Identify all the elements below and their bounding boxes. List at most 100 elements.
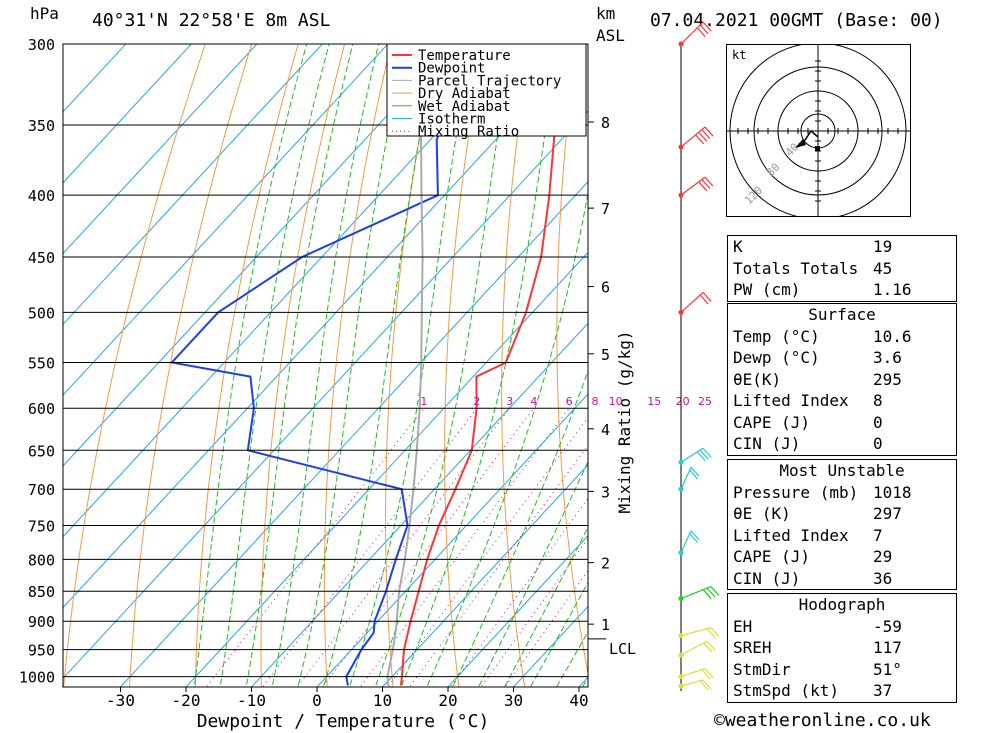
wind-barb <box>678 679 712 691</box>
mixing-ratio-label: 15 <box>647 395 661 408</box>
dry-adiabat-line <box>128 44 253 687</box>
isotherm-line <box>63 44 389 396</box>
temperature-tick-label: -30 <box>106 691 135 710</box>
index-value: 1.16 <box>873 280 912 299</box>
dry-adiabat-line <box>556 44 588 677</box>
mixing-ratio-label: 10 <box>609 395 623 408</box>
isotherm-line <box>63 44 324 326</box>
surface-label: CAPE (J) <box>733 412 811 432</box>
index-value: 19 <box>873 237 893 256</box>
km-tick-label: 2 <box>601 555 610 573</box>
wind-barb <box>678 291 712 315</box>
surface-value: 295 <box>873 369 902 389</box>
surface-table: Surface Temp (°C) 10.6 Dewp (°C) 3.6 θE(K)… <box>727 303 957 456</box>
wind-barb <box>678 126 714 150</box>
mixing-ratio-line <box>261 407 478 687</box>
km-label: km <box>596 4 616 23</box>
hodo-value: 51° <box>873 659 902 679</box>
hodo-label: StmSpd (kt) <box>733 681 839 700</box>
km-tick-label: 6 <box>601 279 610 297</box>
pressure-tick-label: 750 <box>28 517 55 535</box>
pressure-tick-label: 450 <box>28 249 55 267</box>
index-label: Totals Totals <box>733 258 859 278</box>
km-tick-label: 3 <box>601 483 610 501</box>
hodo-label: SREH <box>733 638 772 657</box>
wet-adiabat-line <box>219 44 330 687</box>
hodograph: kt 40 80 120 <box>726 44 911 217</box>
wind-barb <box>678 21 712 47</box>
hodograph-unit: kt <box>732 48 747 62</box>
pressure-tick-label: 700 <box>28 481 55 499</box>
isotherm-line <box>63 110 588 680</box>
most-unstable-table: Most Unstable Pressure (mb) 1018 θE (K) 29… <box>727 459 957 590</box>
temperature-tick-label: 0 <box>312 691 322 710</box>
temperature-tick-label: 30 <box>504 691 523 710</box>
pressure-tick-label: 550 <box>28 354 55 372</box>
plot-area <box>63 26 726 702</box>
pressure-tick-label: 850 <box>28 583 55 601</box>
wet-adiabat-line <box>555 630 588 687</box>
legend-entry: Mixing Ratio <box>418 124 519 140</box>
mixing-ratio-line <box>322 407 535 687</box>
wet-adiabat-line <box>348 44 473 687</box>
x-axis-label: Dewpoint / Temperature (°C) <box>197 711 490 732</box>
legend-entry: Temperature <box>418 48 511 64</box>
wet-adiabat-line <box>529 581 588 687</box>
wind-barb <box>678 530 700 556</box>
km-tick-label: 5 <box>601 346 610 364</box>
mu-label: θE (K) <box>733 504 791 523</box>
hodo-value: -59 <box>873 616 902 636</box>
series-temperature <box>400 44 566 686</box>
hodo-label: EH <box>733 616 753 636</box>
hodograph-ring-label-80: 80 <box>764 161 783 180</box>
surface-label: θE(K) <box>733 369 782 389</box>
mixing-ratio-label: 6 <box>566 395 573 408</box>
lcl-label: LCL <box>609 640 636 658</box>
mu-label: Lifted Index <box>733 525 849 545</box>
credit-label[interactable]: ©weatheronline.co.uk <box>714 710 931 731</box>
pressure-tick-label: 400 <box>28 187 55 205</box>
temperature-tick-label: -10 <box>237 691 266 710</box>
hodo-value: 37 <box>873 681 893 700</box>
legend-entry: Wet Adiabat <box>418 99 511 115</box>
mixing-ratio-label: 3 <box>506 395 513 408</box>
mixing-ratio-line <box>480 537 588 687</box>
km-tick-label: 7 <box>601 200 610 218</box>
mu-label: CIN (J) <box>733 568 801 588</box>
mixing-ratio-line <box>359 407 570 687</box>
legend-entry: Dewpoint <box>418 61 485 77</box>
mixing-ratio-label: 2 <box>473 395 480 408</box>
mu-value: 29 <box>873 547 893 566</box>
mu-label: CAPE (J) <box>733 547 811 566</box>
isotherm-line <box>63 44 193 184</box>
wet-adiabat-line <box>245 44 354 687</box>
series-dewpoint <box>169 44 474 686</box>
wind-barb <box>678 466 700 492</box>
pressure-tick-label: 800 <box>28 551 55 569</box>
surface-value: 0 <box>873 412 883 432</box>
temperature-tick-label: 10 <box>373 691 392 710</box>
mixing-ratio-label: 8 <box>592 395 599 408</box>
isotherm-line <box>63 44 455 467</box>
wet-adiabat-line <box>478 460 588 687</box>
surface-value: 10.6 <box>873 326 912 346</box>
mixing-ratio-label: 4 <box>530 395 537 408</box>
dry-adiabat-line <box>662 26 726 702</box>
isotherm-line <box>63 44 127 113</box>
location-label: 40°31'N 22°58'E 8m ASL <box>92 10 331 31</box>
pressure-tick-label: 350 <box>28 117 55 135</box>
wind-barb <box>678 586 720 602</box>
surface-label: Lifted Index <box>733 391 849 410</box>
legend-entry: Parcel Trajectory <box>418 73 561 89</box>
hodograph-plot: 40 80 120 <box>727 45 910 216</box>
dry-adiabat-line <box>323 44 392 687</box>
mixing-ratio-label: 25 <box>698 395 712 408</box>
mu-value: 7 <box>873 525 883 545</box>
dry-adiabat-line <box>63 44 206 687</box>
wet-adiabat-line <box>374 44 513 687</box>
pressure-tick-label: 1000 <box>19 669 55 687</box>
wind-barb <box>678 640 716 658</box>
mixing-ratio-line <box>205 407 425 687</box>
asl-label: ASL <box>596 26 625 45</box>
mu-label: Pressure (mb) <box>733 482 859 502</box>
